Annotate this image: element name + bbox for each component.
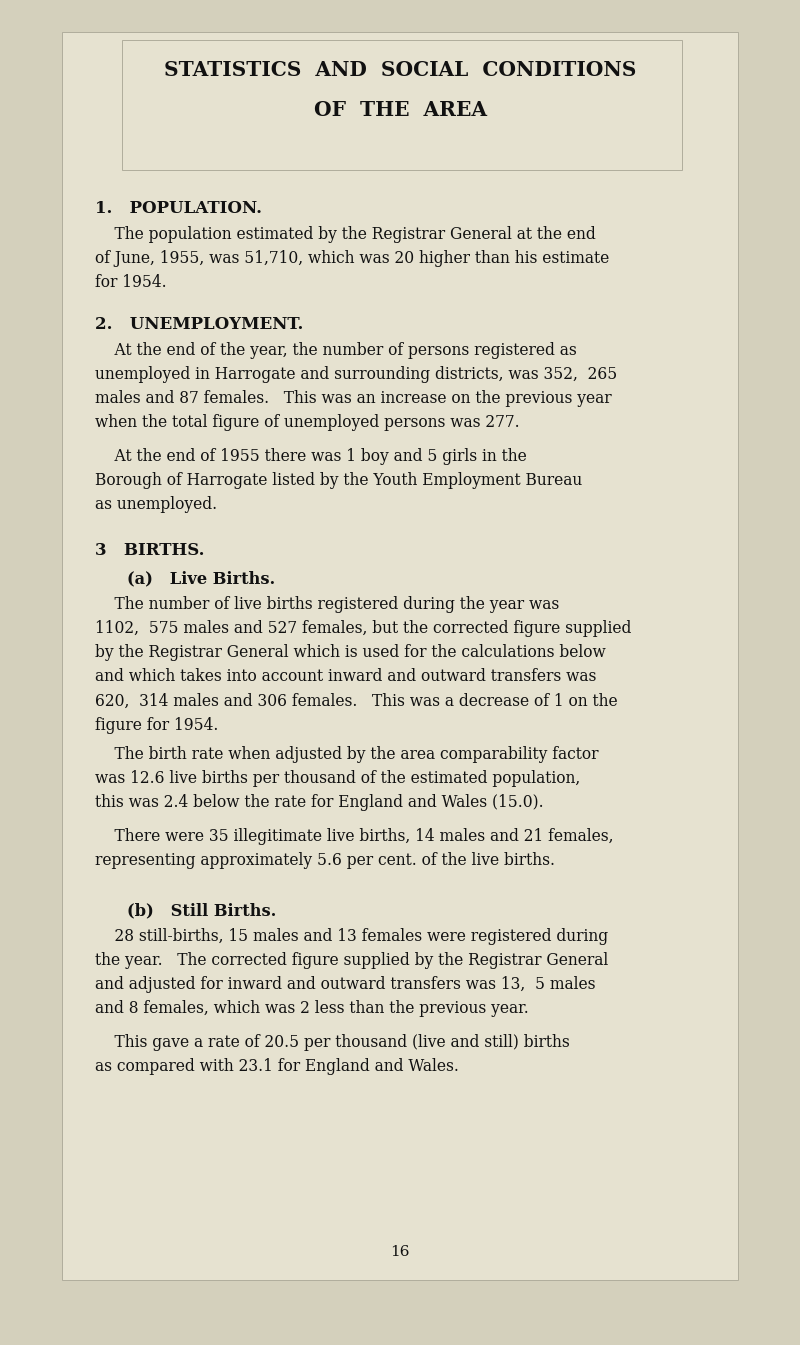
- Text: The birth rate when adjusted by the area comparability factor
was 12.6 live birt: The birth rate when adjusted by the area…: [95, 746, 598, 811]
- Text: The population estimated by the Registrar General at the end
of June, 1955, was : The population estimated by the Registra…: [95, 226, 610, 292]
- Text: At the end of the year, the number of persons registered as
unemployed in Harrog: At the end of the year, the number of pe…: [95, 342, 618, 432]
- Text: (b)   Still Births.: (b) Still Births.: [127, 902, 276, 919]
- Text: 28 still-births, 15 males and 13 females were registered during
the year.   The : 28 still-births, 15 males and 13 females…: [95, 928, 608, 1017]
- Text: There were 35 illegitimate live births, 14 males and 21 females,
representing ap: There were 35 illegitimate live births, …: [95, 829, 614, 869]
- Text: The number of live births registered during the year was
1102,  575 males and 52: The number of live births registered dur…: [95, 596, 631, 734]
- Bar: [122, 40, 682, 169]
- Text: OF  THE  AREA: OF THE AREA: [314, 100, 486, 120]
- Text: 3   BIRTHS.: 3 BIRTHS.: [95, 542, 205, 560]
- Text: 1.   POPULATION.: 1. POPULATION.: [95, 200, 262, 217]
- Bar: [62, 32, 738, 1280]
- Text: This gave a rate of 20.5 per thousand (live and still) births
as compared with 2: This gave a rate of 20.5 per thousand (l…: [95, 1034, 570, 1075]
- Text: 2.   UNEMPLOYMENT.: 2. UNEMPLOYMENT.: [95, 316, 303, 334]
- Text: At the end of 1955 there was 1 boy and 5 girls in the
Borough of Harrogate liste: At the end of 1955 there was 1 boy and 5…: [95, 448, 582, 514]
- Text: (a)   Live Births.: (a) Live Births.: [127, 570, 275, 586]
- Text: 16: 16: [390, 1245, 410, 1259]
- Text: STATISTICS  AND  SOCIAL  CONDITIONS: STATISTICS AND SOCIAL CONDITIONS: [164, 61, 636, 79]
